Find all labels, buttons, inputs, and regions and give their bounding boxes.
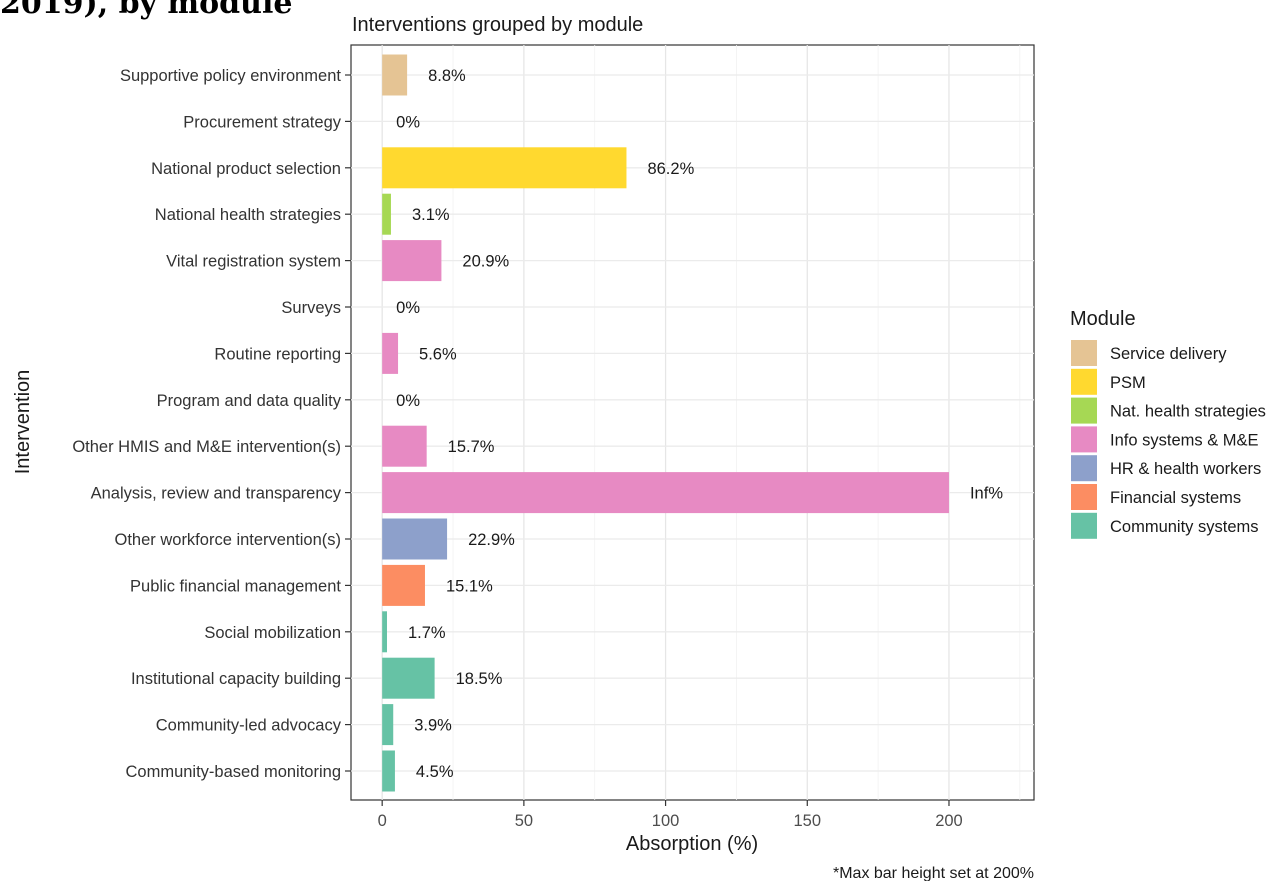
y-tick-label: Other HMIS and M&E intervention(s) (72, 438, 341, 456)
legend-swatch (1071, 426, 1097, 453)
x-axis-title: Absorption (%) (626, 833, 758, 855)
x-tick-label: 100 (652, 812, 680, 830)
bar-value-label: 18.5% (456, 670, 503, 688)
legend-swatch (1071, 512, 1097, 539)
bar-value-label: 3.1% (412, 206, 450, 224)
bar (382, 611, 387, 653)
bar (382, 54, 408, 96)
bar (382, 425, 427, 467)
bar-value-label: 15.7% (448, 438, 495, 456)
bar-value-label: 1.7% (408, 624, 446, 642)
x-tick-label: 150 (794, 812, 822, 830)
bar (382, 193, 391, 235)
legend-swatch (1071, 340, 1097, 366)
bar-value-label: 0% (396, 113, 420, 131)
bar (382, 750, 395, 792)
y-tick-label: Procurement strategy (183, 113, 341, 131)
bar (382, 240, 442, 282)
bar (382, 332, 399, 374)
legend-swatch (1071, 368, 1097, 395)
bar-value-label: 0% (396, 392, 420, 410)
legend-item-label: PSM (1110, 374, 1146, 392)
y-tick-label: Other workforce intervention(s) (115, 531, 342, 549)
bar (382, 518, 448, 560)
legend-swatch (1071, 455, 1097, 482)
bar-value-label: 22.9% (468, 531, 515, 549)
y-tick-label: Community-based monitoring (125, 763, 341, 781)
bar (382, 147, 627, 189)
bar-value-label: 8.8% (428, 67, 466, 85)
x-axis: 0 50 100 150 200 (378, 800, 963, 830)
bar-value-label: 3.9% (414, 717, 452, 735)
legend-item-label: Nat. health strategies (1110, 403, 1266, 421)
legend-item-label: Financial systems (1110, 489, 1241, 507)
y-tick-label: Public financial management (130, 577, 341, 595)
bar-labels-group: 8.8% 0% 86.2% 3.1% 20.9% 0% 5.6% 0% 15.7% Inf% 22.… (396, 67, 1003, 781)
bar (382, 564, 425, 606)
legend-item-label: Community systems (1110, 518, 1259, 536)
bar (382, 472, 949, 514)
bar (382, 704, 394, 746)
bar-value-label: 0% (396, 299, 420, 317)
y-tick-label: National product selection (151, 160, 341, 178)
grid-lines (351, 45, 1034, 800)
page-heading: 2019), by module (0, 0, 293, 21)
bar-value-label: 86.2% (647, 160, 694, 178)
bar-value-label: Inf% (970, 485, 1003, 503)
x-tick-label: 200 (935, 812, 963, 830)
legend-swatch (1071, 484, 1097, 510)
chart-caption: *Max bar height set at 200% (833, 865, 1034, 881)
chart-title: Interventions grouped by module (352, 14, 643, 36)
bar (382, 657, 435, 699)
y-tick-label: Supportive policy environment (120, 67, 341, 85)
y-axis: Supportive policy environment Procurement… (72, 67, 351, 781)
bars-group (382, 54, 949, 792)
y-tick-label: Analysis, review and transparency (91, 485, 342, 503)
y-tick-label: Surveys (281, 299, 341, 317)
y-axis-title: Intervention (12, 370, 34, 475)
legend-title: Module (1070, 308, 1136, 330)
y-tick-label: Social mobilization (204, 624, 341, 642)
legend-item-label: Info systems & M&E (1110, 431, 1259, 449)
legend: Module Service delivery PSM Nat. health st… (1070, 308, 1266, 539)
x-tick-label: 50 (515, 812, 533, 830)
bar-value-label: 15.1% (446, 577, 493, 595)
legend-item-label: HR & health workers (1110, 460, 1261, 478)
y-tick-label: Institutional capacity building (131, 670, 341, 688)
legend-swatch (1071, 397, 1097, 424)
y-tick-label: Vital registration system (166, 253, 341, 271)
bar-value-label: 4.5% (416, 763, 454, 781)
bar-value-label: 5.6% (419, 345, 457, 363)
bar-value-label: 20.9% (462, 253, 509, 271)
y-tick-label: National health strategies (155, 206, 341, 224)
legend-item-label: Service delivery (1110, 345, 1227, 363)
y-tick-label: Program and data quality (157, 392, 342, 410)
y-tick-label: Community-led advocacy (156, 717, 342, 735)
y-tick-label: Routine reporting (214, 345, 341, 363)
x-tick-label: 0 (378, 812, 387, 830)
